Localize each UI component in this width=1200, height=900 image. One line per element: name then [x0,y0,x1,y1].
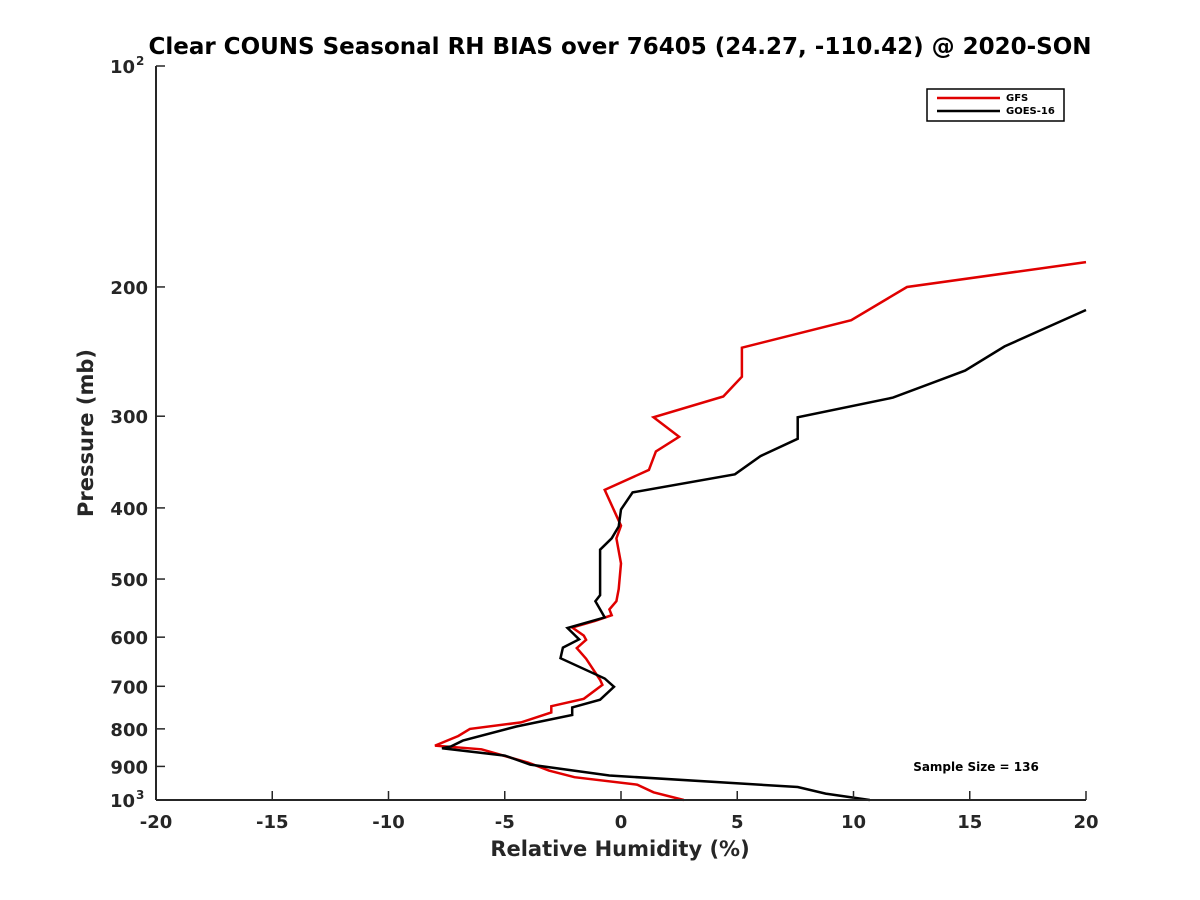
y-tick-label: 800 [110,720,148,741]
x-tick-label: -10 [372,812,405,833]
plot-area: -20 -15 -10 -5 0 5 10 15 20 10 220030040050060070… [110,54,1099,833]
y-axis-label: Pressure (mb) [74,349,98,517]
legend-label-gfs: GFS [1006,93,1028,104]
legend: GFS GOES-16 [926,88,1065,122]
legend-box [926,88,1065,122]
y-tick-exponent: 3 [136,788,144,802]
series-line-gfs [434,260,1087,802]
x-tick-label: 20 [1073,812,1098,833]
x-axis-label: Relative Humidity (%) [490,837,749,861]
y-tick-exponent: 2 [136,54,144,68]
y-tick-label: 700 [110,677,148,698]
legend-label-goes16: GOES-16 [1006,106,1055,117]
y-tick-label: 10 [110,57,135,78]
x-tick-label: 5 [731,812,744,833]
y-tick-label: 500 [110,570,148,591]
x-tick-label: 0 [615,812,628,833]
chart-title: Clear COUNS Seasonal RH BIAS over 76405 … [148,34,1091,60]
x-axis-ticks: -20 -15 -10 -5 0 5 10 15 20 [140,791,1099,833]
y-tick-label: 600 [110,628,148,649]
series-line-goes16 [441,308,1087,802]
y-tick-label: 200 [110,278,148,299]
x-tick-label: -15 [256,812,289,833]
y-tick-label: 10 [110,791,135,812]
x-tick-label: -5 [495,812,515,833]
x-tick-label: 10 [841,812,866,833]
y-tick-label: 900 [110,757,148,778]
y-tick-label: 400 [110,499,148,520]
series-layer [434,260,1087,802]
y-tick-label: 300 [110,407,148,428]
x-tick-label: 15 [957,812,982,833]
x-tick-label: -20 [140,812,173,833]
sample-size-annotation: Sample Size = 136 [913,760,1039,774]
